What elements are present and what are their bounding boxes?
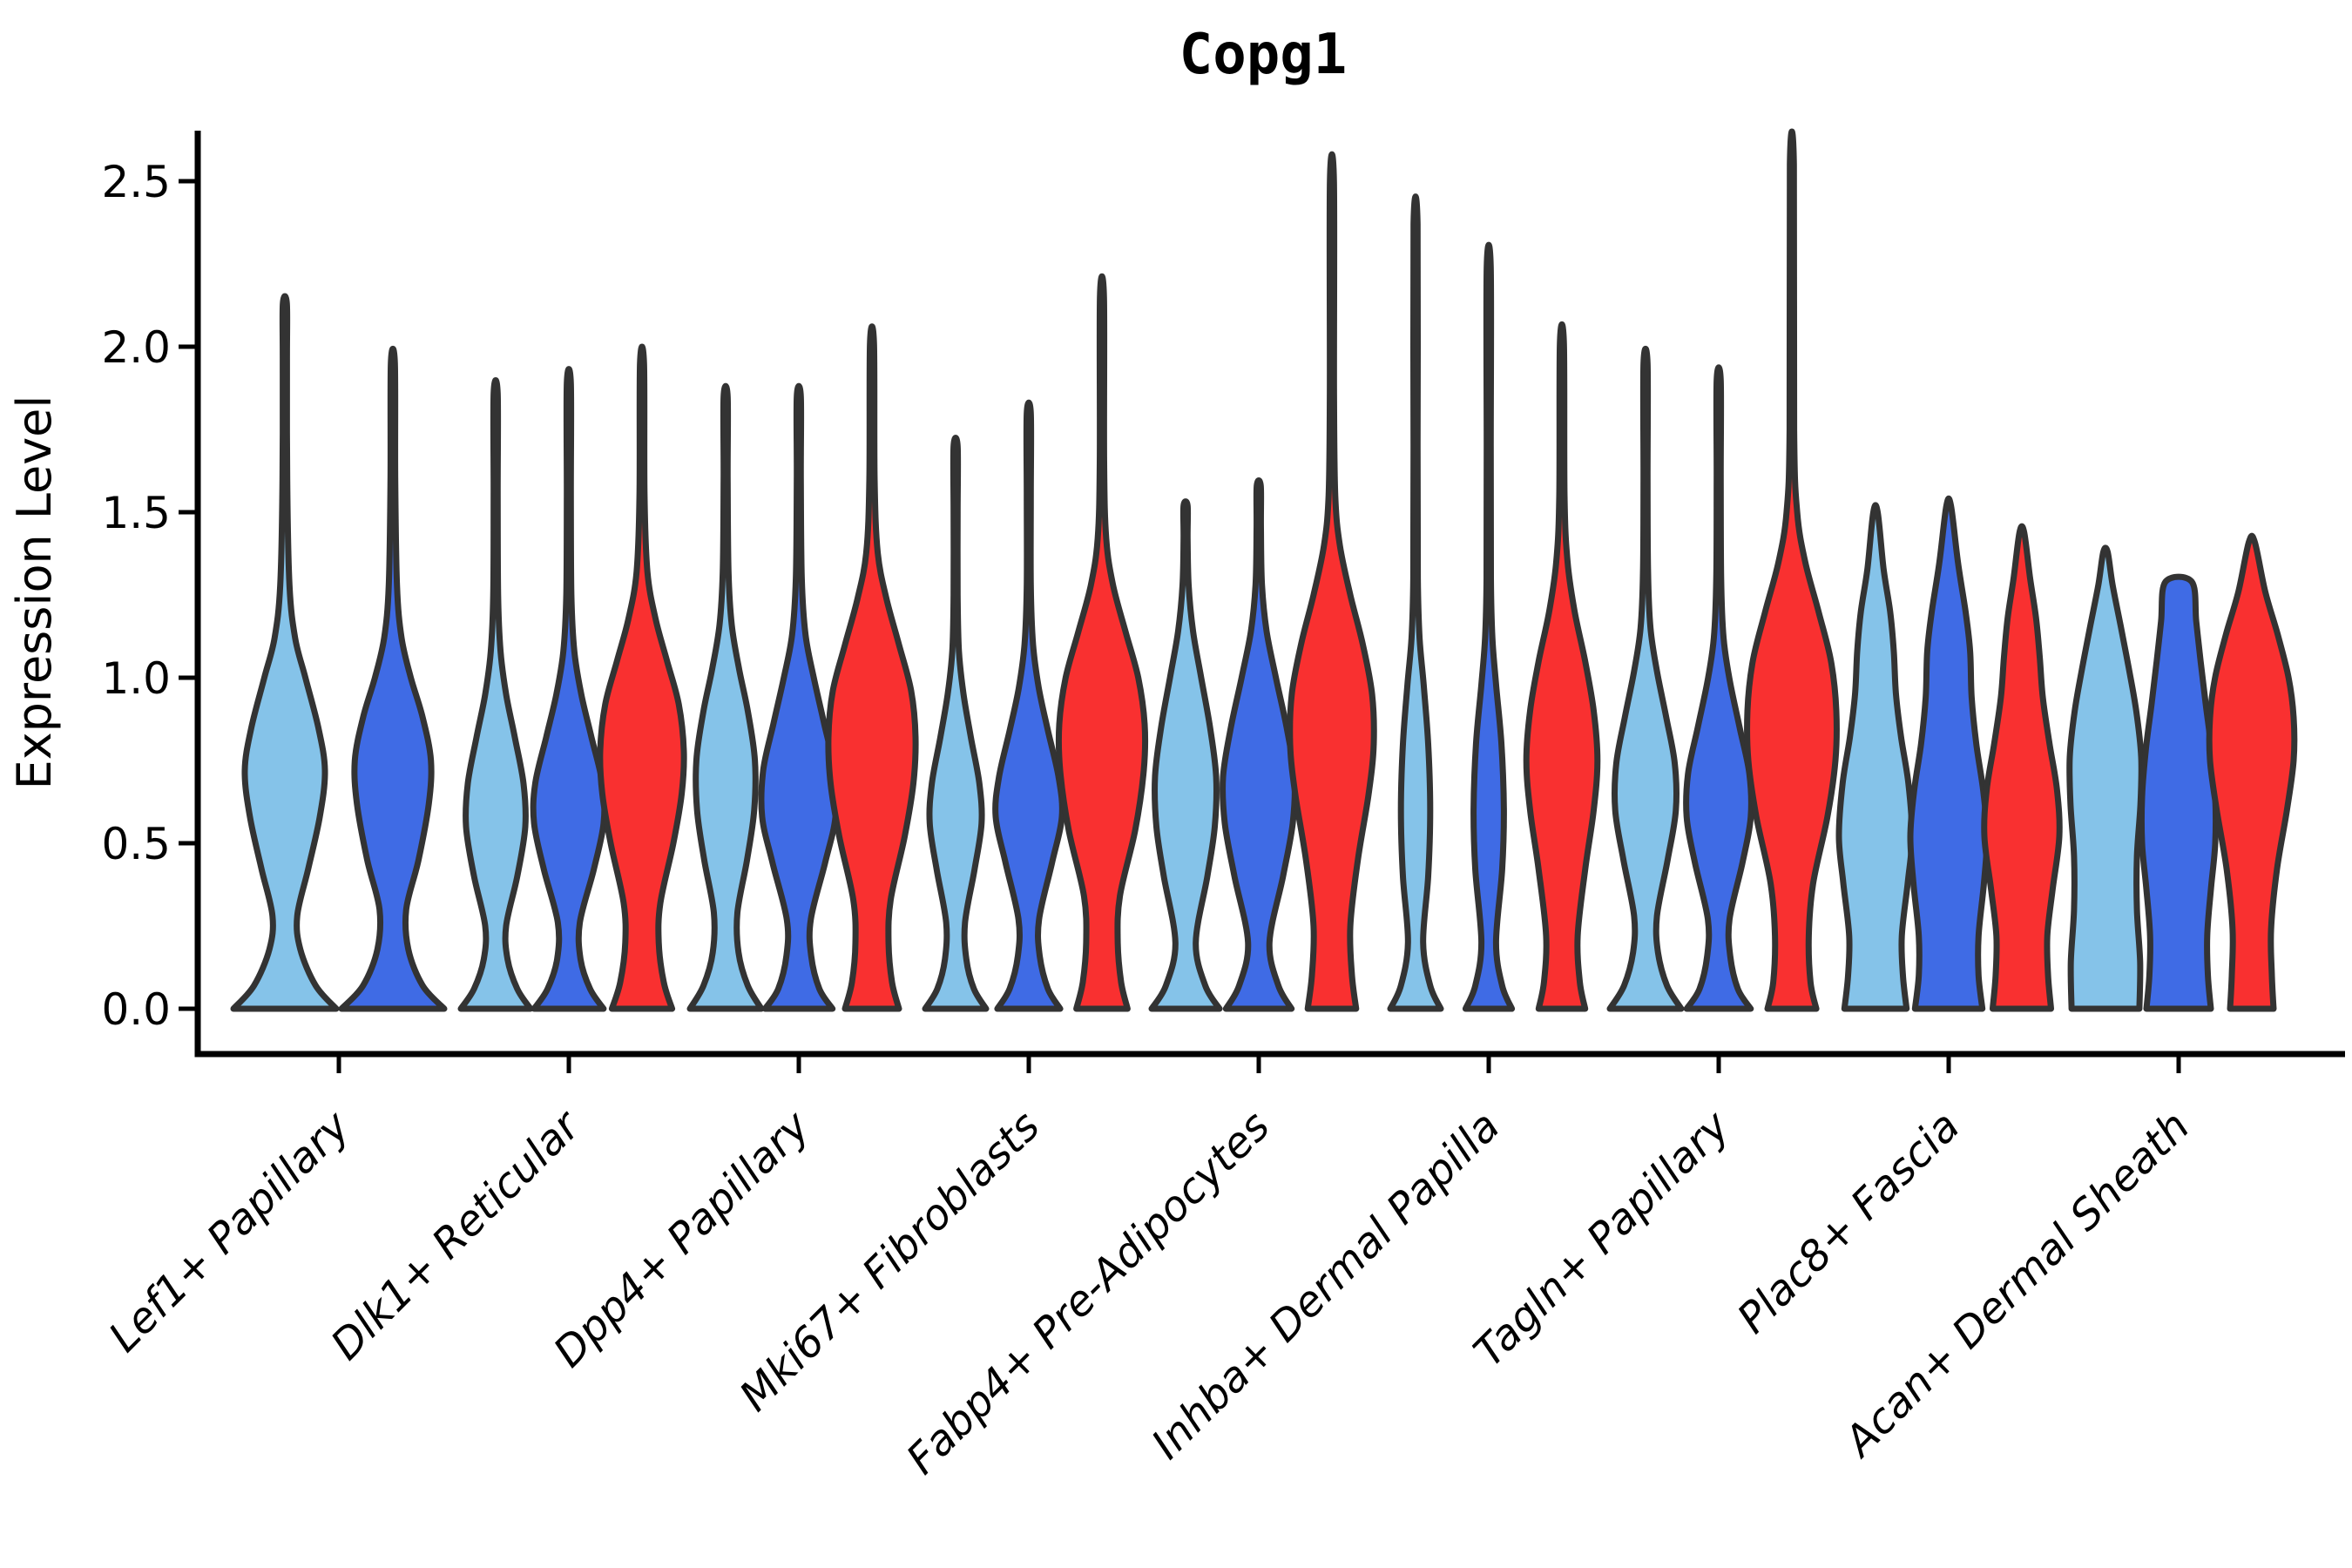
- violin-dpp4-papillary-series2: [758, 382, 840, 1012]
- violin-dlk1-reticular-series2: [530, 366, 608, 1012]
- x-tick-label-dpp4-papillary: Dpp4+ Papillary: [544, 1101, 820, 1376]
- violin-lef1-papillary-series1: [230, 293, 340, 1012]
- violin-fabp4-pre-adipocytes-series2: [1220, 476, 1298, 1012]
- violin-mki67-fibroblasts-series1: [922, 434, 990, 1012]
- violin-acan-dermal-sheath-series3: [2206, 532, 2298, 1012]
- violin-plac8-fascia-series1: [1835, 502, 1916, 1012]
- violin-dlk1-reticular-series3: [597, 343, 687, 1012]
- violin-tagln-papillary-series3: [1744, 128, 1840, 1012]
- violin-dpp4-papillary-series3: [825, 323, 919, 1012]
- violin-acan-dermal-sheath-series2: [2138, 573, 2220, 1012]
- y-tick-label-1.5: 1.5: [101, 488, 171, 538]
- y-tick-label-0.5: 0.5: [101, 819, 171, 869]
- x-tick-label-fabp4-pre-adipocytes: Fabp4+ Pre-Adipocytes: [897, 1102, 1280, 1484]
- y-tick-label-1.0: 1.0: [101, 653, 171, 704]
- violin-inhba-dermal-papilla-series3: [1523, 321, 1601, 1012]
- violin-mki67-fibroblasts-series2: [992, 399, 1065, 1012]
- violin-acan-dermal-sheath-series1: [2066, 544, 2145, 1012]
- violin-inhba-dermal-papilla-series1: [1387, 193, 1444, 1012]
- violin-dlk1-reticular-series1: [457, 377, 534, 1012]
- violin-tagln-papillary-series1: [1606, 345, 1685, 1012]
- violin-lef1-papillary-series2: [338, 345, 448, 1012]
- violin-dpp4-papillary-series1: [686, 382, 765, 1012]
- violin-mki67-fibroblasts-series3: [1055, 274, 1149, 1012]
- violin-fabp4-pre-adipocytes-series3: [1287, 151, 1377, 1012]
- y-tick-label-2.0: 2.0: [101, 322, 171, 373]
- violin-fabp4-pre-adipocytes-series1: [1148, 498, 1223, 1012]
- y-tick-label-0.0: 0.0: [101, 984, 171, 1035]
- x-tick-label-tagln-papillary: Tagln+ Papillary: [1464, 1101, 1740, 1376]
- chart-title: Copg1: [1179, 23, 1348, 87]
- x-tick-label-lef1-papillary: Lef1+ Papillary: [99, 1101, 360, 1362]
- y-tick-label-2.5: 2.5: [101, 157, 171, 207]
- x-tick-label-plac8-fascia: Plac8+ Fascia: [1728, 1102, 1970, 1343]
- violin-plac8-fascia-series2: [1907, 495, 1990, 1012]
- y-axis-label: Expression Level: [7, 395, 62, 790]
- violin-inhba-dermal-papilla-series2: [1462, 241, 1516, 1012]
- x-tick-label-dlk1-reticular: Dlk1+ Reticular: [321, 1100, 591, 1370]
- violin-plac8-fascia-series3: [1981, 523, 2063, 1012]
- violin-tagln-papillary-series2: [1683, 364, 1754, 1012]
